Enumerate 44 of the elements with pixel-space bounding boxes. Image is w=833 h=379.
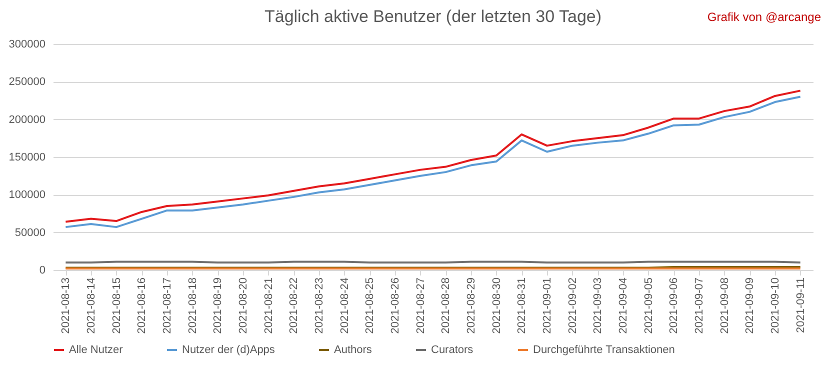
y-tick-label: 150000 (8, 152, 46, 164)
x-tick-label: 2021-08-27 (414, 278, 427, 334)
x-tick-label: 2021-08-20 (238, 278, 250, 334)
x-tick-label: 2021-09-08 (718, 278, 731, 334)
legend-label: Alle Nutzer (69, 344, 124, 356)
x-tick-label: 2021-08-19 (212, 278, 224, 334)
y-tick-label: 100000 (8, 189, 46, 202)
y-tick-label: 250000 (8, 76, 46, 88)
x-tick-label: 2021-09-11 (794, 278, 807, 333)
x-tick-label: 2021-09-01 (542, 278, 554, 334)
x-tick-label: 2021-08-13 (60, 278, 72, 334)
x-tick-label: 2021-08-17 (162, 278, 174, 334)
x-tick-label: 2021-08-23 (314, 278, 326, 334)
y-tick-label: 50000 (14, 226, 46, 239)
x-tick-label: 2021-08-31 (516, 278, 528, 334)
x-tick-label: 2021-09-09 (744, 278, 756, 334)
x-tick-label: 2021-09-03 (592, 278, 604, 334)
legend-label: Authors (334, 344, 372, 356)
x-tick-label: 2021-08-18 (186, 278, 199, 334)
x-tick-label: 2021-09-10 (770, 278, 782, 334)
x-tick-label: 2021-09-02 (566, 278, 579, 334)
legend-label: Durchgeführte Transaktionen (533, 344, 675, 356)
y-tick-label: 300000 (8, 38, 46, 50)
x-tick-label: 2021-08-22 (288, 278, 300, 334)
x-tick-label: 2021-08-24 (338, 278, 351, 334)
x-tick-label: 2021-09-04 (618, 278, 630, 334)
chart-title: Täglich aktive Benutzer (der letzten 30 Tage) (264, 7, 602, 26)
text: Grafik von @arcange (707, 10, 821, 24)
legend-label: Nutzer der (d)Apps (182, 344, 276, 356)
x-tick-label: 2021-08-30 (490, 278, 503, 334)
y-tick-label: 0 (39, 264, 46, 276)
x-tick-label: 2021-09-05 (642, 278, 655, 334)
x-tick-label: 2021-08-21 (262, 278, 275, 334)
x-tick-label: 2021-08-28 (440, 278, 452, 334)
x-tick-label: 2021-08-15 (110, 278, 123, 334)
x-tick-label: 2021-08-29 (466, 278, 478, 334)
x-tick-label: 2021-08-25 (364, 278, 376, 334)
x-tick-label: 2021-08-16 (136, 278, 148, 334)
legend-label: Curators (431, 344, 474, 356)
y-tick-label: 200000 (8, 114, 46, 126)
x-tick-label: 2021-09-06 (668, 278, 680, 334)
x-tick-label: 2021-08-26 (390, 278, 402, 334)
x-tick-label: 2021-08-14 (86, 278, 98, 334)
x-tick-label: 2021-09-07 (694, 278, 706, 334)
